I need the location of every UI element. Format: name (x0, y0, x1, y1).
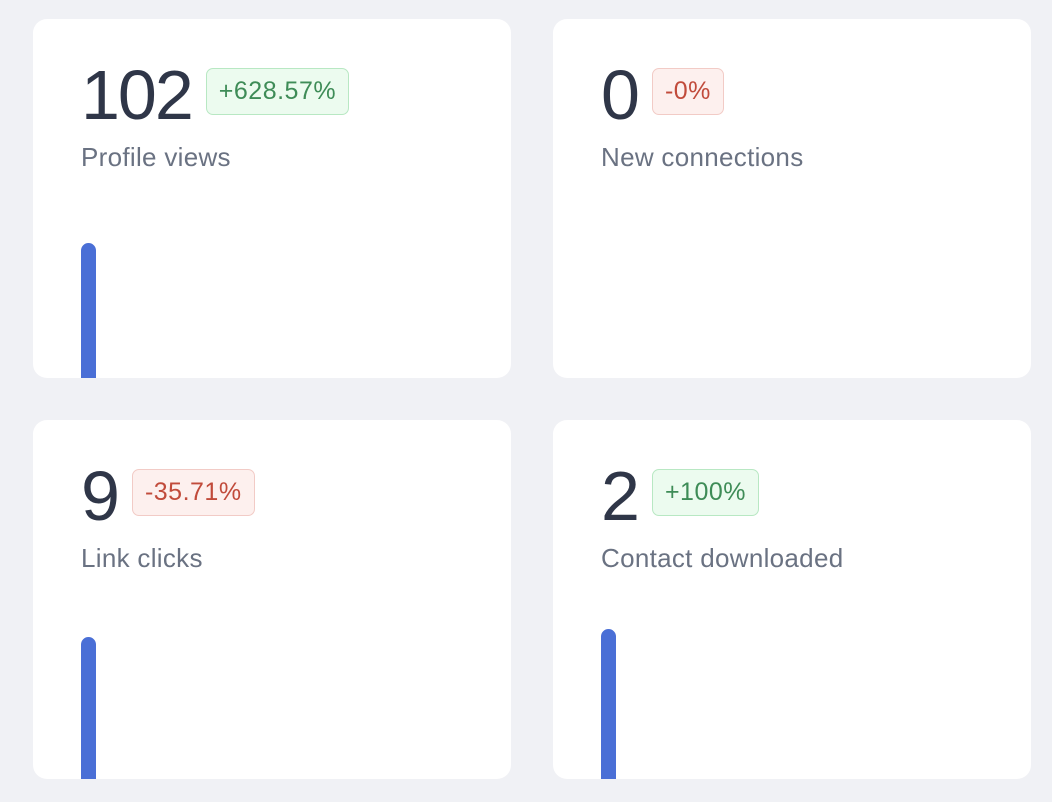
sparkline-chart (601, 629, 1001, 779)
metric-value: 9 (81, 457, 120, 535)
metric-label: Profile views (81, 142, 231, 172)
metric-card-profile-views[interactable]: 102 +628.57% Profile views (33, 19, 511, 378)
metric-label: Link clicks (81, 543, 203, 573)
metric-header: 0 -0% (601, 57, 724, 133)
metric-header: 102 +628.57% (81, 56, 350, 134)
change-badge: -0% (651, 67, 724, 115)
metric-value: 0 (601, 56, 640, 134)
sparkline-chart (81, 629, 481, 779)
change-badge: +628.57% (205, 67, 350, 115)
metric-header: 9 -35.71% (81, 458, 255, 534)
change-badge: +100% (651, 468, 759, 516)
metric-card-link-clicks[interactable]: 9 -35.71% Link clicks (33, 420, 511, 779)
metric-value: 2 (601, 457, 640, 535)
metric-value: 102 (81, 56, 194, 134)
metric-header: 2 +100% (601, 458, 759, 534)
metric-card-contact-downloaded[interactable]: 2 +100% Contact downloaded (553, 420, 1031, 779)
sparkline-bar (601, 629, 616, 779)
sparkline-bar (81, 636, 96, 779)
sparkline-chart (601, 228, 1001, 378)
metric-label: New connections (601, 142, 804, 172)
sparkline-bar (81, 243, 96, 378)
sparkline-chart (81, 228, 481, 378)
change-badge: -35.71% (131, 468, 255, 516)
metric-label: Contact downloaded (601, 543, 844, 573)
metric-card-new-connections[interactable]: 0 -0% New connections (553, 19, 1031, 378)
